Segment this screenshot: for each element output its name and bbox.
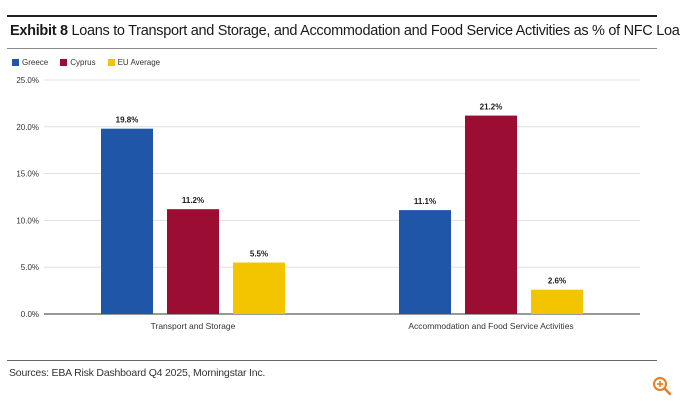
- y-tick-label: 5.0%: [21, 263, 39, 272]
- source-note: Sources: EBA Risk Dashboard Q4 2025, Mor…: [9, 367, 266, 379]
- bar-eu-average: [531, 289, 583, 314]
- bar-cyprus: [465, 115, 517, 315]
- title-text: Loans to Transport and Storage, and Acco…: [71, 23, 680, 39]
- title-rule: [7, 48, 657, 49]
- zoom-in-icon[interactable]: [652, 376, 672, 396]
- legend-label: Greece: [22, 57, 49, 67]
- bar-greece: [399, 210, 451, 314]
- legend-item-greece: Greece: [12, 58, 48, 67]
- data-label: 21.2%: [480, 103, 503, 112]
- data-label: 2.6%: [548, 277, 566, 286]
- y-tick-label: 10.0%: [16, 216, 39, 225]
- legend-swatch: [107, 58, 115, 66]
- legend-item-cyprus: Cyprus: [60, 57, 96, 67]
- chart-title: Exhibit 8 Loans to Transport and Storage…: [10, 23, 680, 39]
- top-rule: [7, 15, 657, 17]
- legend: Greece Cyprus EU Average: [12, 55, 166, 69]
- y-tick-label: 25.0%: [16, 76, 39, 85]
- bar-eu-average: [233, 262, 285, 314]
- data-label: 5.5%: [250, 250, 268, 259]
- legend-item-eu-average: EU Average: [107, 57, 161, 67]
- bar-greece: [101, 128, 153, 314]
- y-tick-label: 15.0%: [16, 170, 39, 179]
- x-tick-label: Accommodation and Food Service Activitie…: [408, 321, 573, 331]
- footer-rule: [7, 360, 657, 361]
- legend-swatch: [60, 58, 68, 66]
- legend-swatch: [12, 58, 19, 66]
- x-tick-label: Transport and Storage: [151, 321, 236, 331]
- data-label: 19.8%: [116, 116, 139, 125]
- y-tick-label: 20.0%: [16, 123, 39, 132]
- legend-label: Cyprus: [70, 57, 96, 67]
- exhibit-label: Exhibit 8: [10, 23, 68, 39]
- bar-cyprus: [167, 209, 219, 314]
- y-tick-label: 0.0%: [21, 310, 39, 319]
- legend-label: EU Average: [117, 57, 161, 67]
- data-label: 11.2%: [182, 196, 204, 205]
- data-label: 11.1%: [414, 197, 436, 206]
